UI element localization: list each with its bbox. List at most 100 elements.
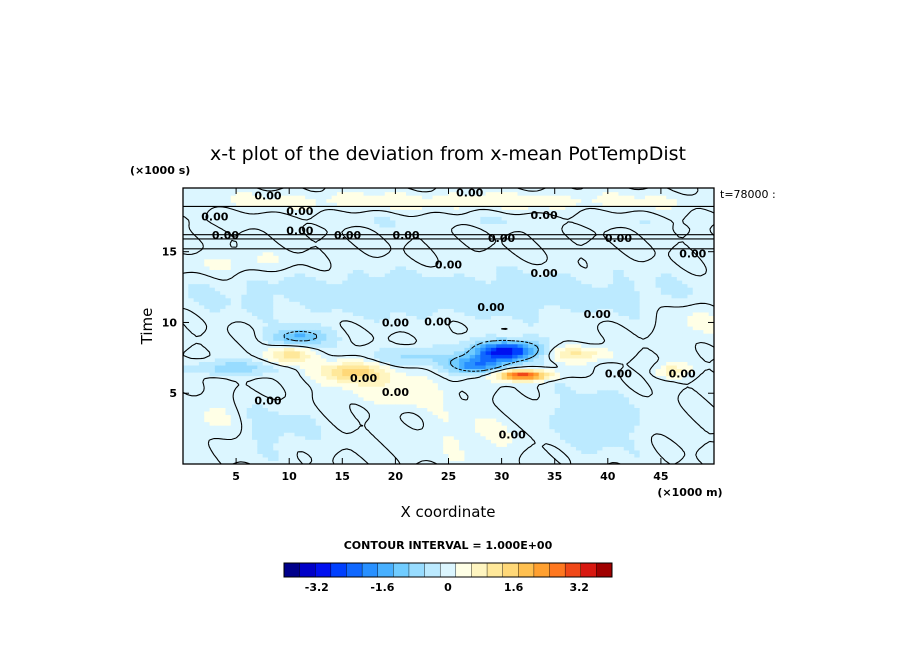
field-cell bbox=[273, 209, 280, 214]
field-cell bbox=[490, 425, 497, 430]
field-cell bbox=[368, 272, 375, 278]
field-cell bbox=[267, 407, 274, 412]
field-cell bbox=[204, 421, 211, 426]
field-cell bbox=[267, 315, 274, 320]
field-cell bbox=[464, 297, 471, 302]
field-cell bbox=[464, 428, 471, 433]
field-cell bbox=[183, 396, 189, 401]
field-cell bbox=[214, 283, 221, 288]
field-cell bbox=[342, 336, 349, 341]
field-cell bbox=[395, 333, 402, 338]
field-cell bbox=[241, 361, 248, 366]
field-cell bbox=[384, 386, 391, 391]
field-cell bbox=[299, 410, 306, 416]
field-cell bbox=[432, 280, 439, 285]
field-cell bbox=[283, 198, 290, 203]
field-cell bbox=[475, 456, 481, 462]
field-cell bbox=[283, 329, 290, 334]
field-cell bbox=[283, 396, 290, 401]
field-cell bbox=[384, 255, 391, 260]
field-cell bbox=[448, 255, 455, 260]
field-cell bbox=[406, 446, 412, 451]
field-cell bbox=[448, 205, 455, 210]
field-cell bbox=[427, 195, 434, 200]
field-cell bbox=[512, 375, 519, 380]
field-cell bbox=[331, 209, 338, 214]
field-cell bbox=[310, 241, 317, 246]
field-cell bbox=[406, 315, 412, 320]
field-cell bbox=[342, 237, 349, 242]
field-cell bbox=[299, 421, 306, 426]
field-cell bbox=[443, 191, 450, 196]
field-cell bbox=[252, 248, 258, 253]
field-cell bbox=[432, 446, 439, 451]
field-cell bbox=[437, 234, 444, 239]
field-cell bbox=[183, 290, 189, 295]
field-cell bbox=[480, 329, 487, 334]
field-cell bbox=[464, 318, 471, 324]
field-cell bbox=[241, 219, 248, 224]
field-cell bbox=[347, 195, 354, 200]
field-cell bbox=[459, 248, 466, 253]
field-cell bbox=[273, 407, 280, 412]
field-cell bbox=[432, 311, 439, 316]
field-cell bbox=[400, 343, 407, 348]
field-cell bbox=[214, 372, 221, 377]
field-cell bbox=[395, 442, 402, 447]
field-cell bbox=[501, 442, 508, 447]
field-cell bbox=[384, 421, 391, 426]
field-cell bbox=[204, 449, 211, 454]
field-cell bbox=[496, 340, 503, 345]
field-cell bbox=[273, 425, 280, 430]
field-cell bbox=[406, 368, 412, 373]
field-cell bbox=[475, 439, 481, 444]
field-cell bbox=[241, 212, 248, 217]
field-cell bbox=[310, 219, 317, 224]
field-cell bbox=[368, 212, 375, 217]
field-cell bbox=[289, 347, 296, 352]
field-cell bbox=[517, 343, 524, 348]
field-cell bbox=[432, 456, 439, 462]
field-cell bbox=[400, 226, 407, 232]
field-cell bbox=[379, 347, 386, 352]
field-cell bbox=[490, 315, 497, 320]
field-cell bbox=[469, 453, 476, 458]
field-cell bbox=[342, 202, 349, 207]
field-cell bbox=[283, 212, 290, 217]
field-cell bbox=[485, 389, 492, 394]
field-cell bbox=[384, 248, 391, 253]
field-cell bbox=[395, 318, 402, 324]
field-cell bbox=[331, 326, 338, 331]
field-cell bbox=[352, 219, 359, 224]
field-cell bbox=[246, 364, 253, 370]
field-cell bbox=[183, 379, 189, 384]
field-cell bbox=[236, 393, 243, 398]
field-cell bbox=[379, 333, 386, 338]
field-cell bbox=[294, 456, 301, 462]
field-cell bbox=[289, 205, 296, 210]
field-cell bbox=[283, 209, 290, 214]
field-cell bbox=[469, 280, 476, 285]
field-cell bbox=[496, 372, 503, 377]
field-cell bbox=[331, 336, 338, 341]
field-cell bbox=[352, 340, 359, 345]
field-cell bbox=[395, 326, 402, 331]
field-cell bbox=[459, 311, 466, 316]
field-cell bbox=[475, 301, 481, 306]
field-cell bbox=[374, 198, 381, 203]
field-cell bbox=[331, 258, 338, 263]
field-cell bbox=[310, 294, 317, 299]
field-cell bbox=[512, 251, 519, 256]
field-cell bbox=[475, 202, 481, 207]
field-cell bbox=[241, 428, 248, 433]
field-cell bbox=[183, 425, 189, 430]
field-cell bbox=[485, 322, 492, 327]
field-cell bbox=[363, 407, 370, 412]
field-cell bbox=[480, 205, 487, 210]
field-cell bbox=[198, 234, 205, 239]
field-cell bbox=[469, 410, 476, 416]
field-cell bbox=[204, 304, 211, 309]
field-cell bbox=[183, 280, 189, 285]
field-cell bbox=[384, 272, 391, 278]
field-cell bbox=[379, 382, 386, 387]
